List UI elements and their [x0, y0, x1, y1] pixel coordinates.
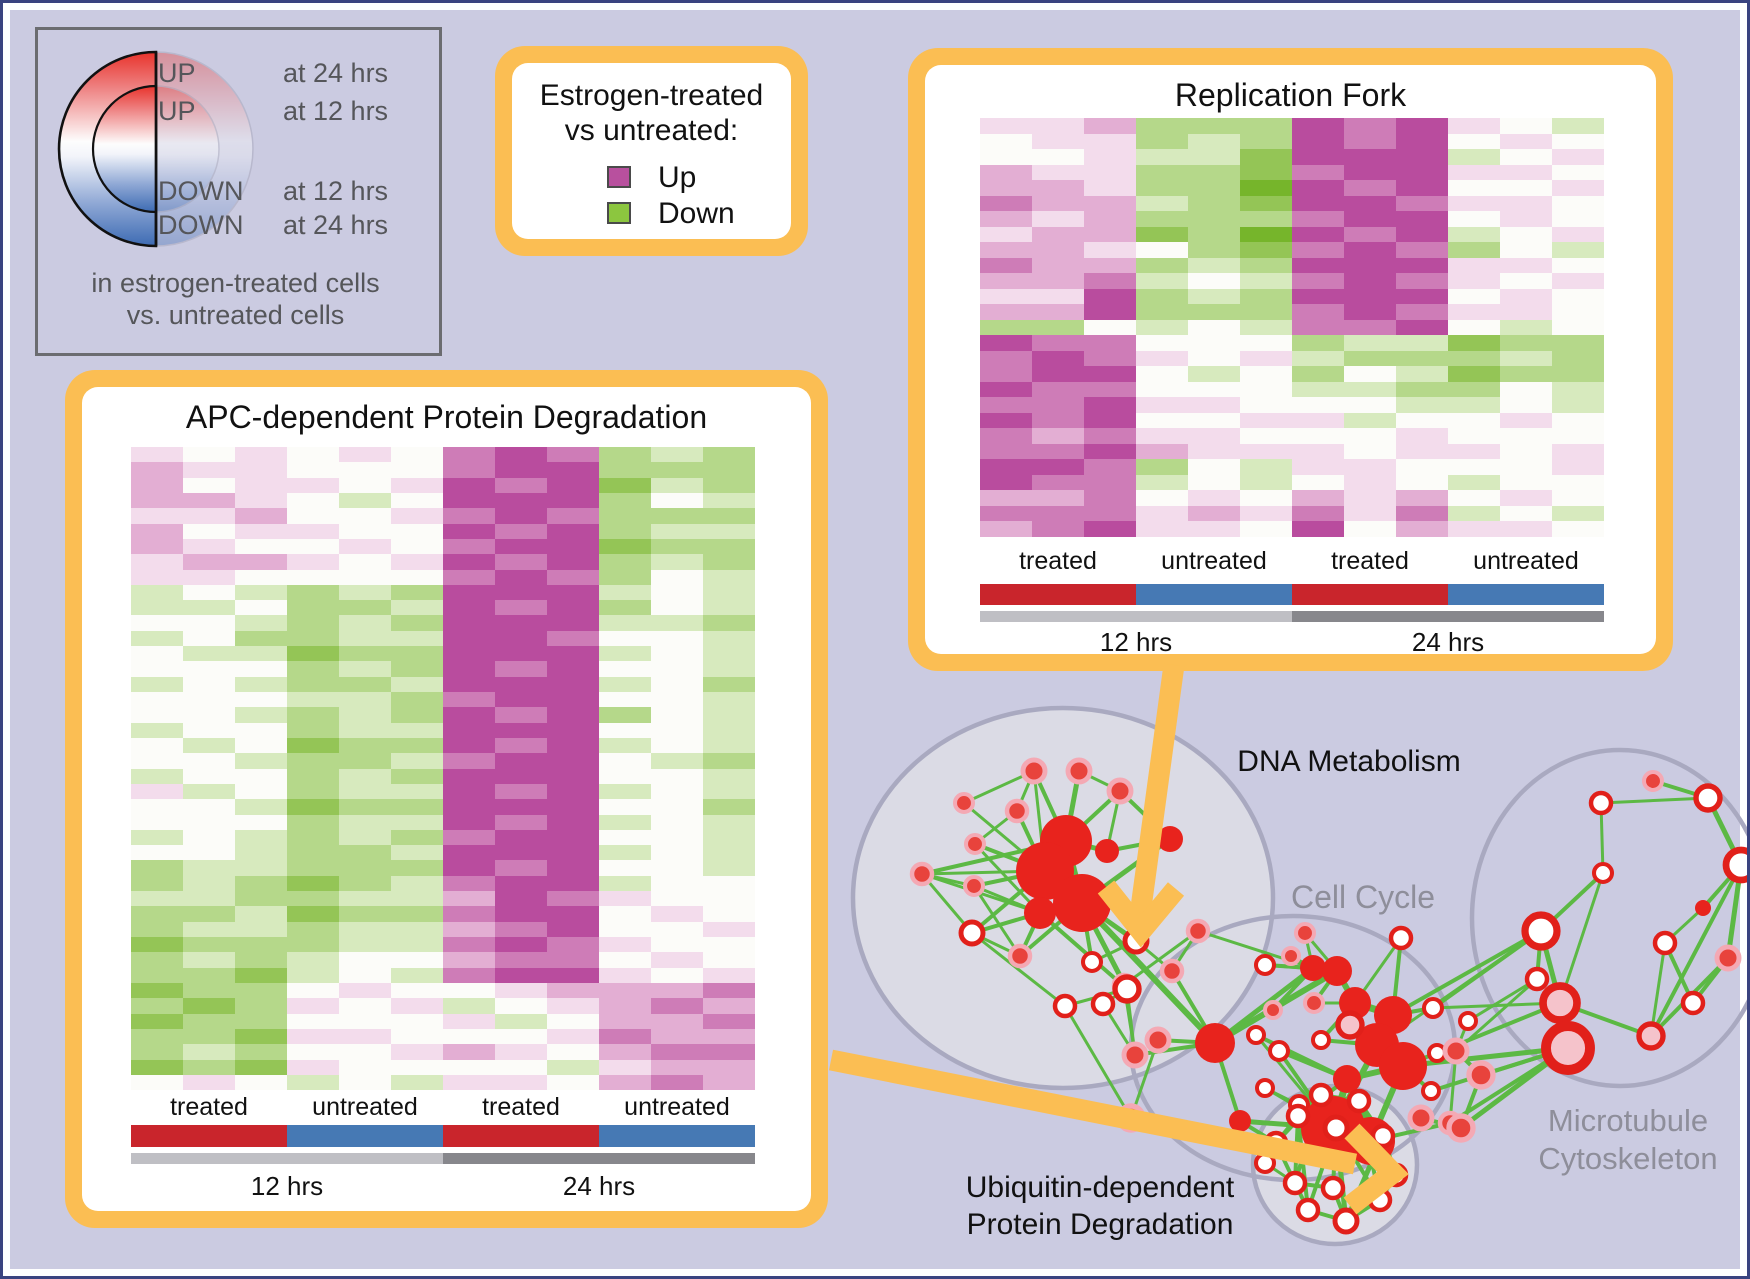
legend-caption-line1: in estrogen-treated cells: [91, 268, 380, 298]
apc-bar-24hrs: [443, 1153, 755, 1164]
microtubule-cytoskeleton-label: Microtubule Cytoskeleton: [1478, 1102, 1747, 1178]
apc-time-bars: [131, 1153, 755, 1164]
legend-down-12-time: at 12 hrs: [283, 176, 389, 206]
legend-down-24-dir: DOWN: [158, 210, 244, 240]
apc-treatment-bars: [131, 1125, 755, 1147]
gene-network-diagram: [828, 663, 1747, 1247]
ubiquitin-degradation-label: Ubiquitin-dependent Protein Degradation: [950, 1169, 1250, 1243]
legend-up-12-dir: UP: [158, 96, 196, 126]
apc-group-label-untreated-12: untreated: [312, 1093, 418, 1121]
up-color-swatch: [607, 166, 631, 188]
apc-group-label-treated-12: treated: [170, 1093, 248, 1121]
apc-group-labels: treated untreated treated untreated: [131, 1093, 755, 1122]
updown-legend-panel-inner: [512, 63, 791, 239]
network-nodes: [909, 757, 1747, 1235]
apc-degradation-heatmap: [131, 447, 755, 1091]
rf-group-label-treated-24: treated: [1331, 547, 1409, 575]
legend-up-24-dir: UP: [158, 58, 196, 88]
updown-legend-title-line2: vs untreated:: [564, 114, 739, 147]
circle-legend-box: UP at 24 hrs UP at 12 hrs DOWN at 12 hrs…: [35, 27, 442, 356]
rf-treatment-bars: [980, 584, 1604, 605]
apc-label-12hrs: 12 hrs: [250, 1171, 324, 1201]
ubiquitin-label-line1: Ubiquitin-dependent: [965, 1171, 1235, 1204]
rf-group-label-untreated-24: untreated: [1473, 547, 1579, 575]
updown-legend-panel: [495, 46, 808, 256]
apc-group-label-untreated-24: untreated: [624, 1093, 730, 1121]
rf-bar-untreated-12: [1136, 584, 1292, 605]
apc-bar-untreated-12: [287, 1125, 443, 1147]
apc-time-labels: 12 hrs 24 hrs: [131, 1171, 755, 1202]
rf-bar-treated-24: [1292, 584, 1448, 605]
rf-bar-treated-12: [980, 584, 1136, 605]
rf-group-labels: treated untreated treated untreated: [980, 547, 1604, 576]
legend-caption-line2: vs. untreated cells: [126, 300, 345, 330]
apc-bar-untreated-24: [599, 1125, 755, 1147]
up-swatch-label: Up: [658, 161, 697, 194]
microtubule-label-line2: Cytoskeleton: [1538, 1141, 1718, 1176]
microtubule-label-line1: Microtubule: [1547, 1103, 1709, 1138]
apc-bar-12hrs: [131, 1153, 443, 1164]
updown-legend-title-line1: Estrogen-treated: [539, 79, 764, 112]
apc-label-24hrs: 24 hrs: [562, 1171, 636, 1201]
cell-cycle-label: Cell Cycle: [1290, 879, 1436, 915]
down-color-swatch: [607, 202, 631, 224]
rf-label-12hrs: 12 hrs: [1099, 627, 1173, 657]
rf-group-label-untreated-12: untreated: [1161, 547, 1267, 575]
rf-label-24hrs: 24 hrs: [1411, 627, 1485, 657]
legend-down-24-time: at 24 hrs: [283, 210, 389, 240]
dna-metabolism-label: DNA Metabolism: [1237, 745, 1461, 778]
legend-down-12-dir: DOWN: [158, 176, 244, 206]
updown-circle-legend-icon: [57, 50, 254, 248]
connector-arrows: [828, 663, 1409, 1215]
legend-up-12-time: at 12 hrs: [283, 96, 389, 126]
apc-bar-treated-24: [443, 1125, 599, 1147]
replication-fork-title: Replication Fork: [1174, 77, 1407, 113]
apc-group-label-treated-24: treated: [482, 1093, 560, 1121]
replication-fork-heatmap: [980, 118, 1604, 537]
rf-time-bars: [980, 611, 1604, 622]
rf-group-label-treated-12: treated: [1019, 547, 1097, 575]
rf-bar-12hrs: [980, 611, 1292, 622]
apc-bar-treated-12: [131, 1125, 287, 1147]
rf-bar-24hrs: [1292, 611, 1604, 622]
rf-bar-untreated-24: [1448, 584, 1604, 605]
ubiquitin-label-line2: Protein Degradation: [966, 1208, 1234, 1241]
rf-time-labels: 12 hrs 24 hrs: [980, 627, 1604, 658]
legend-up-24-time: at 24 hrs: [283, 58, 389, 88]
down-swatch-label: Down: [658, 197, 735, 230]
apc-degradation-title: APC-dependent Protein Degradation: [185, 399, 708, 435]
